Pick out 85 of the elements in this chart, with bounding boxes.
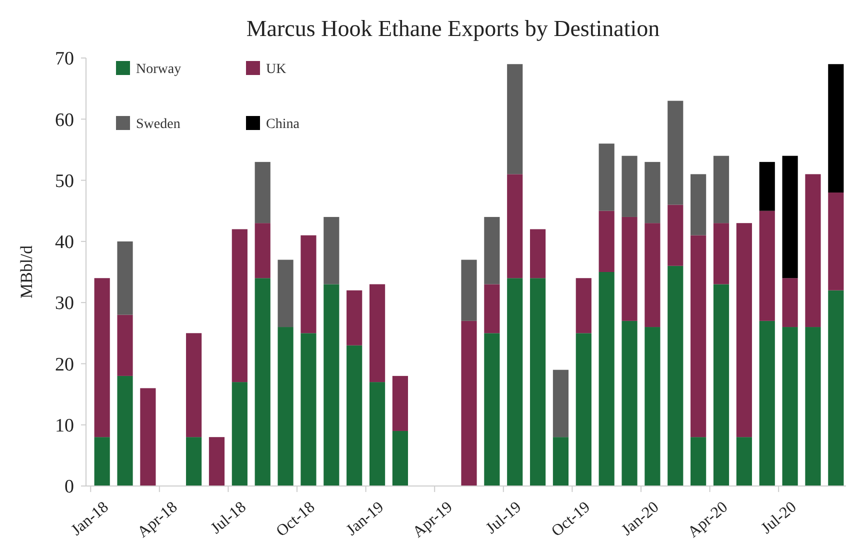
bar (759, 162, 775, 211)
bar (622, 156, 638, 217)
y-tick-label: 50 (55, 170, 74, 192)
legend-label: Norway (136, 62, 182, 77)
y-tick-label: 20 (55, 354, 74, 376)
legend-label: China (266, 116, 300, 132)
bar (530, 278, 546, 486)
bar (782, 156, 798, 278)
legend-label: Sweden (136, 116, 180, 132)
bar (644, 327, 660, 486)
y-tick-label: 0 (64, 476, 74, 498)
bar (324, 216, 340, 284)
bar (576, 278, 592, 334)
chart-title: Marcus Hook Ethane Exports by Destination (246, 16, 660, 41)
bar (300, 235, 316, 334)
bar (598, 210, 614, 272)
bar (690, 174, 706, 236)
bar (622, 320, 638, 486)
bar (117, 241, 133, 315)
bar (552, 370, 569, 438)
bar (392, 376, 408, 431)
bar (713, 284, 730, 486)
bar (644, 162, 660, 224)
y-tick-label: 70 (55, 48, 74, 70)
bar (622, 216, 638, 321)
bar (828, 64, 844, 193)
bar (346, 290, 362, 346)
bar (644, 223, 660, 328)
bar (530, 229, 546, 278)
y-tick-label: 60 (55, 110, 74, 131)
bar (759, 320, 775, 486)
bar (369, 284, 386, 382)
bar (232, 382, 248, 486)
bar (736, 223, 752, 438)
bar (828, 290, 844, 486)
bar (140, 388, 156, 486)
bar (484, 284, 500, 334)
bar (576, 333, 592, 486)
bar (484, 216, 500, 284)
bar (668, 266, 684, 486)
bar (208, 437, 225, 486)
bar (117, 314, 133, 376)
y-tick-label: 40 (55, 232, 74, 254)
bar (507, 174, 523, 278)
bar (736, 437, 752, 486)
bar (828, 192, 844, 290)
bar (94, 278, 110, 438)
bar (598, 144, 614, 211)
bar (713, 156, 730, 224)
y-tick-label: 10 (55, 416, 74, 437)
bar (232, 229, 248, 382)
bar (507, 278, 523, 486)
bar (461, 320, 477, 486)
bar (805, 327, 821, 486)
bar (324, 284, 340, 486)
bar (461, 260, 477, 321)
bar (782, 278, 798, 328)
y-tick-label: 30 (55, 293, 74, 314)
bar (782, 327, 798, 486)
bar (117, 376, 133, 486)
bar (278, 327, 294, 486)
bar (484, 333, 500, 486)
bar (254, 223, 270, 278)
y-axis-title: MBbl/d (17, 245, 36, 298)
bar (346, 345, 362, 486)
bar (369, 382, 386, 486)
bar (186, 333, 202, 438)
legend-label: UK (266, 62, 286, 77)
bar (690, 437, 706, 486)
bar (713, 223, 730, 284)
bar (254, 162, 270, 224)
bar (186, 437, 202, 486)
bar (300, 333, 316, 486)
bar (278, 260, 294, 328)
bar (94, 437, 110, 486)
bar (254, 278, 270, 486)
bar (668, 100, 684, 205)
bar (805, 174, 821, 328)
bar (690, 235, 706, 438)
bar (668, 204, 684, 266)
bar (759, 210, 775, 321)
bar (507, 64, 523, 174)
bar (392, 430, 408, 486)
bar (552, 437, 569, 486)
bar (598, 272, 614, 486)
